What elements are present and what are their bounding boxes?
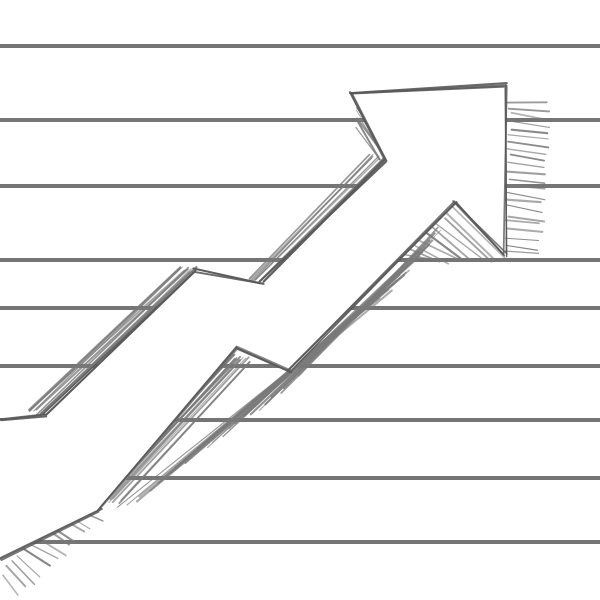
outline-stroke bbox=[236, 345, 293, 372]
hatch-stroke bbox=[28, 267, 182, 412]
hatch-stroke bbox=[509, 153, 546, 162]
hatch-stroke bbox=[507, 107, 551, 113]
hatch-stroke bbox=[404, 246, 441, 263]
hatch-stroke bbox=[503, 198, 542, 204]
hatch-stroke bbox=[510, 111, 548, 121]
hatch-stroke bbox=[16, 555, 41, 578]
outline-stroke bbox=[351, 92, 388, 162]
hatch-stroke bbox=[5, 564, 27, 588]
hatch-stroke bbox=[510, 128, 549, 135]
hatch-stroke bbox=[451, 205, 508, 261]
outline-stroke bbox=[0, 507, 103, 560]
hatch-stroke bbox=[355, 126, 381, 161]
arrow-outline bbox=[0, 81, 508, 561]
outline-stroke bbox=[288, 201, 457, 374]
hatch-stroke bbox=[445, 212, 496, 261]
hatch-stroke bbox=[126, 293, 382, 506]
outline-stroke bbox=[452, 200, 508, 255]
hatch-stroke bbox=[118, 361, 251, 505]
hatch-stroke bbox=[505, 170, 546, 176]
hatch-stroke bbox=[248, 153, 371, 280]
hatch-stroke bbox=[505, 244, 539, 251]
hatch-stroke bbox=[506, 204, 543, 213]
outline-stroke bbox=[350, 84, 507, 95]
hatch-stroke bbox=[22, 547, 51, 567]
hatch-stroke bbox=[444, 217, 493, 263]
hatch-stroke bbox=[504, 147, 547, 156]
hatch-stroke bbox=[111, 356, 250, 504]
outline-stroke bbox=[0, 511, 100, 561]
outline-stroke bbox=[45, 268, 198, 416]
hatch-stroke bbox=[507, 161, 545, 169]
hatch-stroke bbox=[434, 222, 483, 260]
hatch-stroke bbox=[507, 134, 549, 140]
hatch-stroke bbox=[509, 120, 550, 128]
hatch-stroke bbox=[507, 140, 550, 149]
outline-stroke bbox=[97, 347, 239, 512]
hatch-stroke bbox=[506, 227, 544, 233]
hatch-stroke bbox=[39, 271, 191, 415]
outline-stroke bbox=[0, 415, 48, 422]
outline-stroke bbox=[236, 348, 292, 374]
hatch-stroke bbox=[247, 156, 373, 284]
outline-stroke bbox=[0, 413, 46, 420]
hatch-stroke bbox=[254, 157, 380, 282]
outline-stroke bbox=[505, 83, 508, 254]
hatch-stroke bbox=[106, 359, 242, 501]
hatch-stroke bbox=[135, 291, 384, 503]
hatch-stroke bbox=[505, 191, 546, 201]
hatch-stroke bbox=[504, 237, 539, 242]
hatch-stroke bbox=[2, 574, 19, 596]
hatch-stroke bbox=[508, 178, 546, 184]
hatch-stroke bbox=[431, 226, 472, 262]
hatch-stroke bbox=[504, 250, 540, 254]
hatch-stroke bbox=[508, 184, 546, 190]
outline-stroke bbox=[258, 160, 387, 283]
hatch-stroke bbox=[149, 289, 393, 492]
hatch-stroke bbox=[507, 215, 546, 223]
hatch-stroke bbox=[502, 219, 540, 225]
hatch-stroke bbox=[11, 560, 36, 586]
outline-stroke bbox=[192, 267, 262, 285]
arrow-body bbox=[0, 85, 505, 560]
hatch-stroke bbox=[36, 266, 190, 416]
hatch-stroke bbox=[356, 120, 381, 161]
hatch-stroke bbox=[116, 297, 381, 508]
outline-stroke bbox=[349, 91, 385, 160]
hatch-stroke bbox=[112, 357, 247, 500]
